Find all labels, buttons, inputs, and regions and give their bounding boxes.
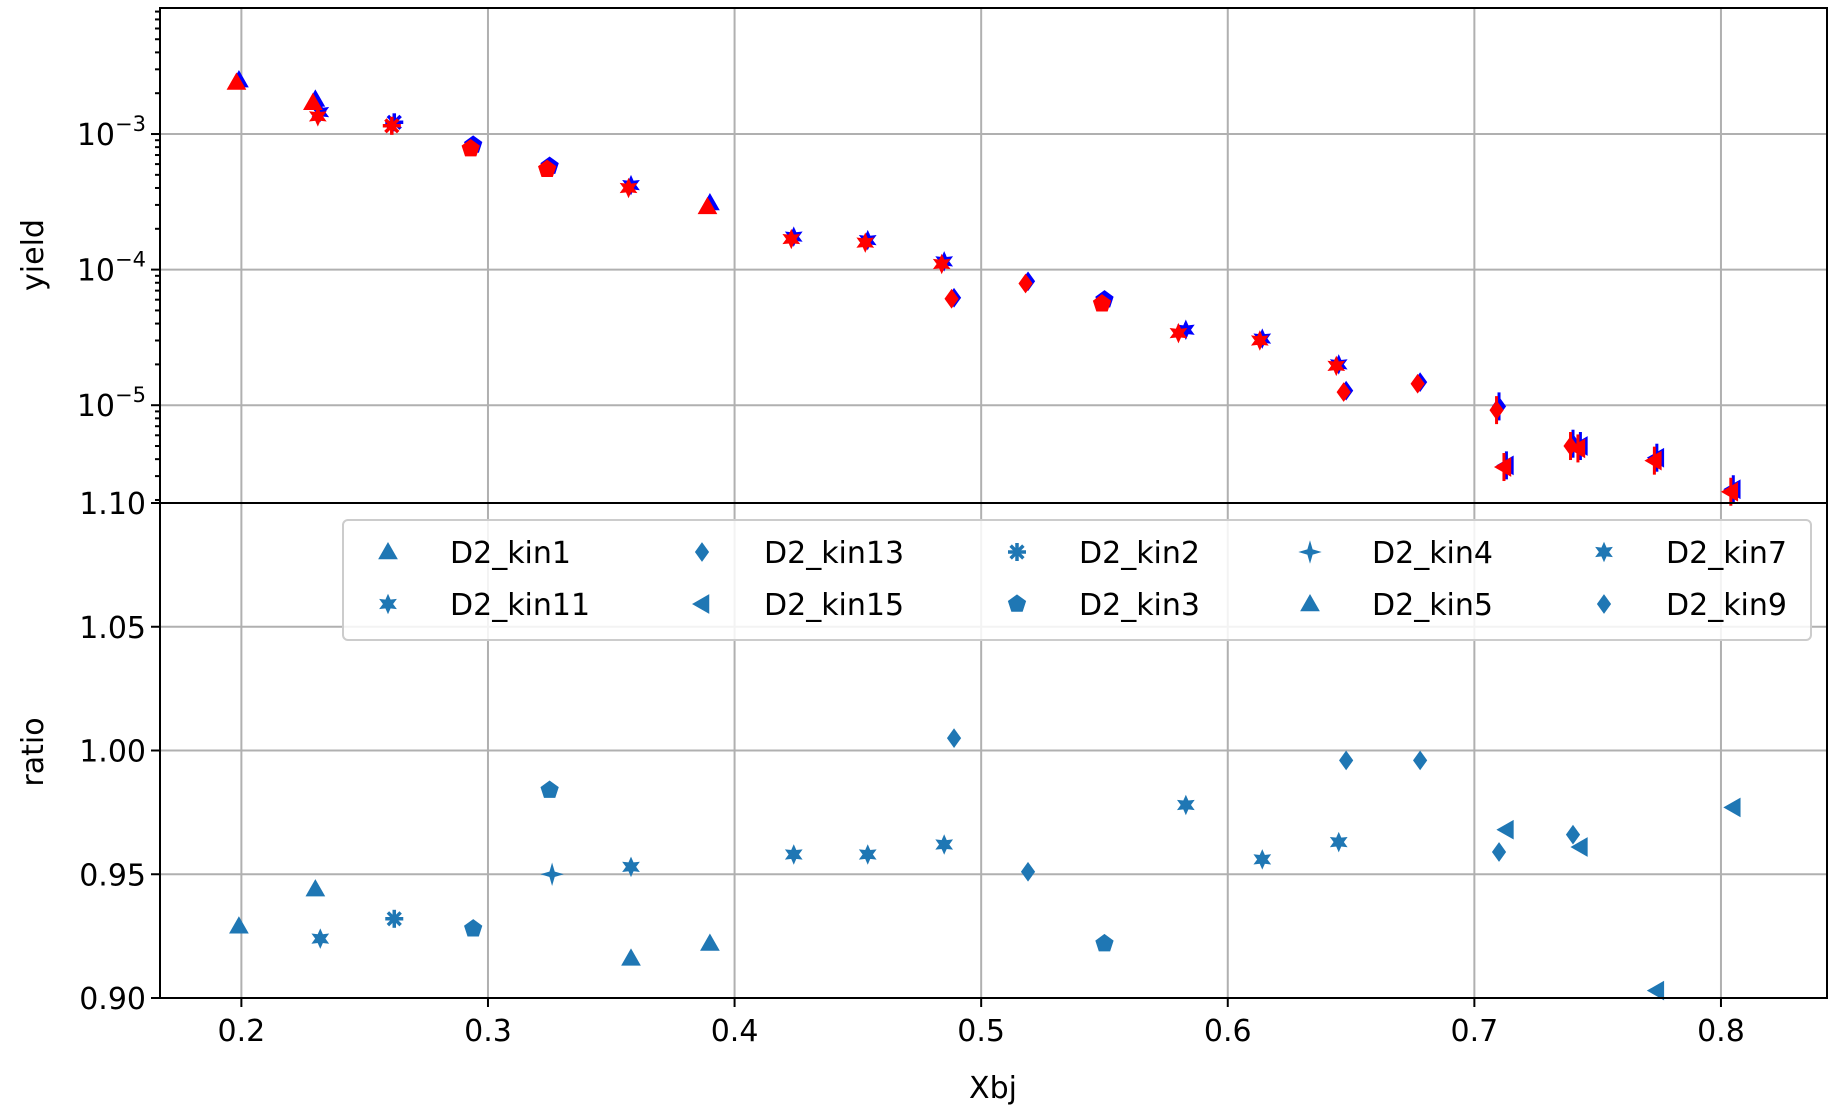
model-point <box>1018 273 1033 294</box>
bottom-panel-ticks: 0.2 0.3 0.4 0.5 0.6 0.7 0.8 0.90 0.95 1.00 1.05 1.1… <box>79 487 1745 1049</box>
model-point <box>1567 438 1586 459</box>
ratio-point <box>464 919 483 937</box>
bottom-panel-marks <box>229 728 1741 1001</box>
legend-marker <box>378 541 398 560</box>
top-y-tick-label: 10−4 <box>77 248 146 289</box>
bottom-y-tick-label: 1.10 <box>79 487 146 522</box>
legend-label: D2_kin11 <box>450 588 590 623</box>
x-tick-label: 0.7 <box>1451 1014 1499 1049</box>
x-axis-label: Xbj <box>969 1071 1017 1106</box>
legend-marker <box>379 593 397 615</box>
model-point <box>538 159 557 178</box>
legend-marker <box>694 542 710 562</box>
ratio-point <box>1570 837 1588 857</box>
legend-marker <box>1007 594 1027 612</box>
legend-label: D2_kin9 <box>1666 588 1787 623</box>
legend-marker <box>1596 594 1612 614</box>
ratio-point <box>540 862 564 886</box>
top-panel-grid <box>160 8 1827 503</box>
top-panel-y-ticks: 10−3 10−4 10−5 <box>77 10 160 501</box>
legend-marker <box>691 594 710 614</box>
ratio-point <box>1253 849 1272 870</box>
ratio-point <box>229 916 249 934</box>
model-point <box>1489 400 1504 420</box>
model-point <box>303 92 323 111</box>
bottom-y-tick-label: 1.00 <box>79 735 146 770</box>
x-tick-label: 0.6 <box>1204 1014 1252 1049</box>
model-point <box>461 139 480 157</box>
ratio-point <box>1176 794 1195 816</box>
model-point <box>782 228 801 250</box>
ratio-point <box>1491 842 1507 862</box>
legend-marker <box>1300 593 1320 612</box>
ratio-point <box>700 933 720 951</box>
model-point <box>226 72 247 90</box>
ratio-point <box>1646 980 1665 1001</box>
legend-label: D2_kin7 <box>1666 536 1787 571</box>
model-point <box>1644 450 1662 471</box>
ratio-point <box>1339 750 1354 771</box>
bottom-y-tick-label: 0.90 <box>79 982 146 1017</box>
x-tick-label: 0.4 <box>711 1014 759 1049</box>
legend-label: D2_kin4 <box>1372 536 1493 571</box>
x-tick-label: 0.2 <box>218 1014 266 1049</box>
bottom-y-axis-label: ratio <box>16 717 51 786</box>
top-y-tick-label: 10−3 <box>77 112 146 153</box>
ratio-point <box>540 780 559 798</box>
model-point <box>697 196 718 215</box>
ratio-point <box>935 834 954 855</box>
ratio-point <box>1020 861 1036 882</box>
ratio-point <box>1565 824 1581 845</box>
model-point <box>1327 355 1346 377</box>
model-point <box>1336 382 1351 402</box>
model-point <box>1250 330 1269 351</box>
ratio-point <box>622 856 640 878</box>
top-y-tick-label: 10−5 <box>77 383 146 424</box>
legend-label: D2_kin3 <box>1079 588 1200 623</box>
ratio-point <box>1095 933 1114 952</box>
model-point <box>1410 373 1425 394</box>
ratio-point <box>311 928 330 949</box>
model-point <box>1720 481 1739 502</box>
bottom-y-tick-label: 0.95 <box>79 858 146 893</box>
model-point <box>382 116 401 135</box>
model-point <box>932 253 951 275</box>
legend-label: D2_kin13 <box>764 536 904 571</box>
top-panel-marks <box>226 70 1741 506</box>
legend-label: D2_kin5 <box>1372 588 1493 623</box>
ratio-point <box>621 948 641 966</box>
ratio-point <box>1496 819 1514 840</box>
legend: D2_kin1 D2_kin11 D2_kin13 D2_kin15 D2_kin2 D2… <box>342 519 1812 641</box>
legend-marker <box>1298 540 1322 564</box>
ratio-point <box>784 844 803 865</box>
model-point <box>619 177 638 199</box>
legend-box <box>342 519 1812 641</box>
ratio-point <box>385 909 404 928</box>
legend-label: D2_kin2 <box>1079 536 1200 571</box>
model-point <box>1092 294 1112 312</box>
top-y-axis-label: yield <box>16 219 51 291</box>
legend-label: D2_kin15 <box>764 588 904 623</box>
ratio-point <box>946 728 962 748</box>
x-tick-label: 0.5 <box>957 1014 1005 1049</box>
ratio-point <box>858 844 877 865</box>
ratio-point <box>305 879 326 897</box>
legend-marker <box>1595 541 1613 563</box>
model-point <box>1169 322 1188 344</box>
ratio-point <box>1413 750 1428 771</box>
model-point <box>308 106 327 127</box>
ratio-point <box>1723 797 1741 818</box>
legend-marker <box>1008 543 1026 561</box>
ratio-point <box>1329 831 1348 853</box>
model-point <box>856 232 875 253</box>
x-tick-label: 0.8 <box>1697 1014 1745 1049</box>
model-point <box>944 288 959 309</box>
model-point <box>1493 457 1512 477</box>
bottom-y-tick-label: 1.05 <box>79 611 146 646</box>
x-tick-label: 0.3 <box>464 1014 512 1049</box>
legend-label: D2_kin1 <box>450 536 571 571</box>
